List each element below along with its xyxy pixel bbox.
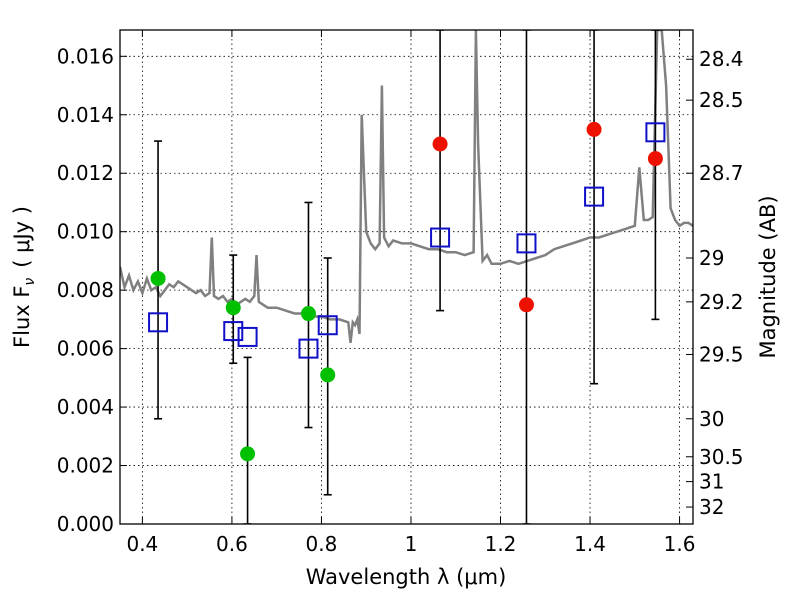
right-tick-label: 31 (699, 470, 724, 494)
y-tick-label: 0.000 (57, 512, 114, 536)
detection-point (150, 270, 166, 286)
model-point (645, 122, 666, 143)
x-tick-label: 0.4 (126, 532, 158, 556)
detection-point (300, 306, 316, 322)
y-tick-label: 0.006 (57, 337, 114, 361)
y-axis-label-unit: ( μJy ) (10, 206, 34, 268)
model-point (223, 321, 244, 342)
right-tick-label: 28.5 (699, 88, 744, 112)
right-tick-label: 28.4 (699, 47, 744, 71)
model-point (317, 315, 338, 336)
right-tick-label: 29.2 (699, 290, 744, 314)
x-tick-label: 1 (405, 532, 418, 556)
x-tick-label: 1.6 (664, 532, 696, 556)
y-tick-label: 0.004 (57, 395, 114, 419)
x-tick-label: 1.2 (485, 532, 517, 556)
model-point (584, 186, 605, 207)
model-point (148, 312, 169, 333)
x-tick-label: 0.8 (306, 532, 338, 556)
y-tick-label: 0.008 (57, 278, 114, 302)
model-point (237, 326, 258, 347)
right-tick-label: 30.5 (699, 445, 744, 469)
detection-point (320, 367, 336, 383)
y-tick-label: 0.002 (57, 454, 114, 478)
model-point (430, 227, 451, 248)
y-tick-label: 0.016 (57, 44, 114, 68)
plot-frame (119, 29, 694, 525)
plot-area (120, 30, 693, 524)
right-tick-label: 30 (699, 407, 724, 431)
red-point (518, 297, 534, 313)
right-tick-label: 32 (699, 495, 724, 519)
x-tick-label: 1.4 (574, 532, 606, 556)
right-tick-label: 29 (699, 246, 724, 270)
model-point (516, 233, 537, 254)
right-tick-label: 29.5 (699, 342, 744, 366)
grid-lines (120, 30, 693, 525)
svg-text:Flux Fν( μJy ): Flux Fν ( μJy ) (10, 206, 38, 348)
spectrum-line (120, 30, 693, 343)
y-tick-label: 0.010 (57, 220, 114, 244)
detection-point (240, 446, 256, 462)
x-tick-label: 0.6 (216, 532, 248, 556)
red-point (586, 121, 602, 137)
y-axis-label-main: Flux F (10, 286, 34, 348)
right-axis-label: Magnitude (AB) (756, 195, 780, 358)
y-tick-label: 0.012 (57, 161, 114, 185)
y-tick-label: 0.014 (57, 103, 114, 127)
axis-ticks: 0.4 0.6 0.8 1 1.2 1.4 1.6 0.000 0.002 0.004 0.006 0… (57, 30, 744, 556)
red-point (647, 151, 663, 167)
model-point (298, 338, 319, 359)
y-axis-label: Flux Fν ( μJy ) (10, 206, 38, 348)
x-axis-label: Wavelength λ (μm) (306, 565, 507, 589)
right-tick-label: 28.7 (699, 161, 744, 185)
y-axis-label-sub: ν (22, 278, 38, 286)
red-point (432, 136, 448, 152)
detection-point (225, 300, 241, 316)
